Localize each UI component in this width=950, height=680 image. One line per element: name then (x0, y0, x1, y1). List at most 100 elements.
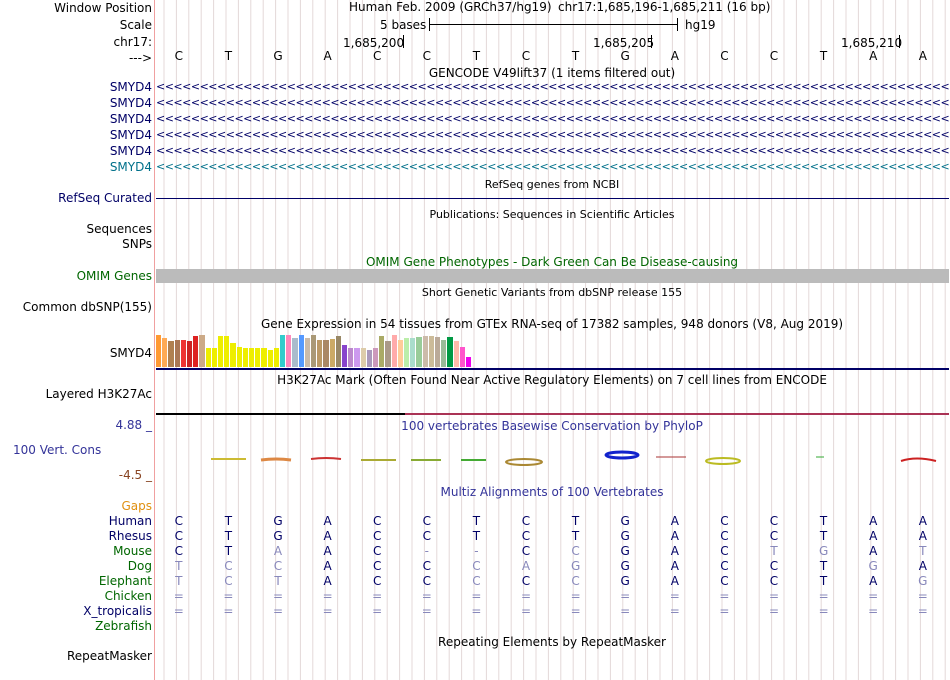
gtex-tissue-bar[interactable] (348, 348, 354, 367)
alignment-base: G (273, 529, 283, 543)
gencode-gene-feature[interactable]: <<<<<<<<<<<<<<<<<<<<<<<<<<<<<<<<<<<<<<<<… (156, 112, 949, 125)
publications-track-title[interactable]: Publications: Sequences in Scientific Ar… (429, 208, 675, 221)
h3k27ac-track-title[interactable]: H3K27Ac Mark (Often Found Near Active Re… (277, 373, 827, 387)
alignment-base: C (720, 529, 729, 543)
snps-track-label[interactable]: SNPs (122, 237, 152, 251)
alignment-base: = (421, 604, 432, 618)
phylop-conservation-plot[interactable] (156, 448, 949, 468)
gtex-tissue-bar[interactable] (162, 338, 168, 367)
gtex-tissue-bar[interactable] (156, 335, 162, 367)
scale-label: Scale (119, 18, 152, 32)
gencode-gene-label[interactable]: SMYD4 (109, 144, 152, 158)
gtex-tissue-bar[interactable] (267, 350, 273, 367)
refseq-track-label[interactable]: RefSeq Curated (58, 191, 152, 205)
gtex-tissue-bar[interactable] (360, 348, 366, 367)
gtex-tissue-bar[interactable] (230, 343, 236, 367)
alignment-base: C (571, 544, 580, 558)
gtex-tissue-bar[interactable] (180, 340, 186, 367)
alignment-base: T (919, 544, 927, 558)
gencode-gene-feature[interactable]: <<<<<<<<<<<<<<<<<<<<<<<<<<<<<<<<<<<<<<<<… (156, 96, 949, 109)
gencode-gene-feature[interactable]: <<<<<<<<<<<<<<<<<<<<<<<<<<<<<<<<<<<<<<<<… (156, 80, 949, 93)
gtex-tissue-bar[interactable] (428, 336, 434, 367)
gtex-tissue-bar[interactable] (286, 335, 292, 367)
dbsnp-track-label[interactable]: Common dbSNP(155) (22, 300, 152, 314)
refseq-gene-line[interactable] (156, 198, 949, 199)
gtex-track-label[interactable]: SMYD4 (109, 346, 152, 360)
gtex-tissue-bar[interactable] (447, 337, 453, 367)
gtex-tissue-bar[interactable] (422, 336, 428, 367)
h3k27ac-track-label[interactable]: Layered H3K27Ac (45, 387, 152, 401)
gencode-gene-label[interactable]: SMYD4 (109, 160, 152, 174)
gtex-tissue-bar[interactable] (218, 336, 224, 367)
gtex-bar-chart[interactable] (156, 333, 536, 367)
gtex-tissue-bar[interactable] (280, 335, 286, 367)
gencode-gene-feature[interactable]: <<<<<<<<<<<<<<<<<<<<<<<<<<<<<<<<<<<<<<<<… (156, 144, 949, 157)
gencode-gene-feature[interactable]: <<<<<<<<<<<<<<<<<<<<<<<<<<<<<<<<<<<<<<<<… (156, 128, 949, 141)
gtex-tissue-bar[interactable] (410, 338, 416, 367)
alignment-base: G (620, 514, 630, 528)
gtex-tissue-bar[interactable] (298, 335, 304, 367)
phylop-track-title[interactable]: 100 vertebrates Basewise Conservation by… (401, 419, 703, 433)
gtex-tissue-bar[interactable] (435, 337, 441, 367)
gtex-tissue-bar[interactable] (193, 336, 199, 367)
dbsnp-track-title[interactable]: Short Genetic Variants from dbSNP releas… (421, 286, 683, 299)
gtex-tissue-bar[interactable] (416, 337, 422, 367)
gtex-tissue-bar[interactable] (459, 347, 465, 367)
gtex-tissue-bar[interactable] (404, 338, 410, 367)
alignment-base: = (818, 589, 829, 603)
gtex-tissue-bar[interactable] (311, 335, 317, 367)
phylop-track-label[interactable]: 100 Vert. Cons (13, 443, 102, 457)
gtex-tissue-bar[interactable] (199, 335, 205, 367)
h3k27ac-signal-peak[interactable] (405, 413, 949, 415)
gtex-tissue-bar[interactable] (335, 336, 341, 367)
gencode-track-title[interactable]: GENCODE V49lift37 (1 items filtered out) (428, 66, 676, 80)
gencode-gene-label[interactable]: SMYD4 (109, 112, 152, 126)
gtex-tissue-bar[interactable] (261, 348, 267, 367)
gencode-gene-label[interactable]: SMYD4 (109, 96, 152, 110)
gtex-tissue-bar[interactable] (366, 350, 372, 367)
gtex-tissue-bar[interactable] (329, 339, 335, 367)
refseq-track-title[interactable]: RefSeq genes from NCBI (484, 178, 620, 191)
gencode-gene-feature[interactable]: <<<<<<<<<<<<<<<<<<<<<<<<<<<<<<<<<<<<<<<<… (156, 160, 949, 173)
omim-phenotype-bar[interactable] (156, 269, 949, 283)
gtex-tissue-bar[interactable] (342, 345, 348, 367)
gtex-tissue-bar[interactable] (211, 348, 217, 367)
gtex-tissue-bar[interactable] (317, 340, 323, 367)
gtex-tissue-bar[interactable] (224, 336, 230, 367)
gencode-gene-label[interactable]: SMYD4 (109, 80, 152, 94)
gtex-tissue-bar[interactable] (453, 341, 459, 367)
gtex-tissue-bar[interactable] (304, 338, 310, 367)
gtex-tissue-bar[interactable] (466, 357, 472, 367)
repeatmasker-track-label[interactable]: RepeatMasker (66, 649, 152, 663)
gtex-tissue-bar[interactable] (273, 348, 279, 367)
gtex-tissue-bar[interactable] (249, 348, 255, 367)
gtex-tissue-bar[interactable] (187, 341, 193, 367)
omim-track-label[interactable]: OMIM Genes (76, 269, 152, 283)
alignment-base: = (917, 589, 928, 603)
omim-track-title[interactable]: OMIM Gene Phenotypes - Dark Green Can Be… (365, 255, 739, 269)
gtex-tissue-bar[interactable] (323, 340, 329, 367)
alignment-base: = (818, 604, 829, 618)
gtex-tissue-bar[interactable] (373, 348, 379, 367)
species-label: Rhesus (108, 529, 152, 543)
gtex-tissue-bar[interactable] (354, 348, 360, 367)
gtex-tissue-bar[interactable] (441, 340, 447, 367)
gtex-tissue-bar[interactable] (385, 341, 391, 367)
gtex-tissue-bar[interactable] (236, 347, 242, 367)
gencode-gene-label[interactable]: SMYD4 (109, 128, 152, 142)
gtex-tissue-bar[interactable] (242, 348, 248, 367)
multiz-track-title[interactable]: Multiz Alignments of 100 Vertebrates (440, 485, 664, 499)
gtex-tissue-bar[interactable] (397, 340, 403, 367)
sequences-track-label[interactable]: Sequences (86, 222, 152, 236)
gtex-tissue-bar[interactable] (292, 338, 298, 367)
gtex-track-title[interactable]: Gene Expression in 54 tissues from GTEx … (260, 317, 844, 331)
gtex-tissue-bar[interactable] (205, 348, 211, 367)
gtex-tissue-bar[interactable] (174, 340, 180, 367)
alignment-base: = (669, 589, 680, 603)
alignment-base: A (670, 559, 679, 573)
gtex-tissue-bar[interactable] (391, 335, 397, 367)
gtex-tissue-bar[interactable] (168, 341, 174, 367)
gtex-tissue-bar[interactable] (255, 348, 261, 367)
gtex-tissue-bar[interactable] (379, 336, 385, 367)
repeatmasker-track-title[interactable]: Repeating Elements by RepeatMasker (438, 635, 666, 649)
